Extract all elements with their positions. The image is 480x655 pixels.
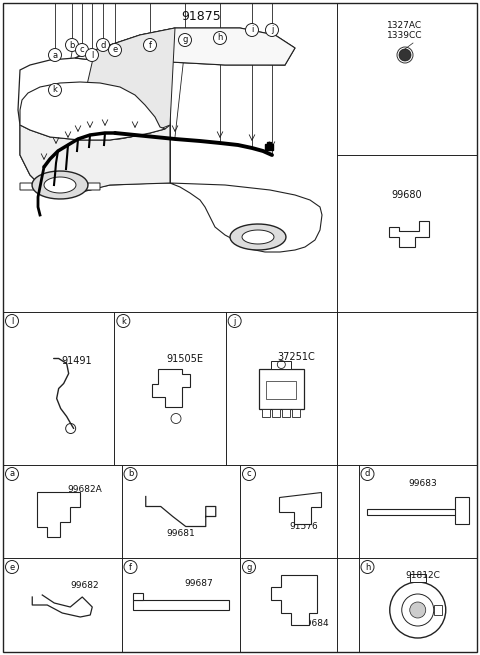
Bar bbox=[265, 144, 273, 150]
Circle shape bbox=[410, 602, 426, 618]
Text: 91505E: 91505E bbox=[167, 354, 204, 364]
Text: j: j bbox=[233, 316, 236, 326]
Bar bbox=[263, 409, 270, 417]
Bar bbox=[271, 360, 291, 369]
Bar bbox=[267, 142, 271, 146]
Circle shape bbox=[242, 468, 255, 481]
Text: d: d bbox=[100, 41, 106, 50]
Bar bbox=[272, 409, 280, 417]
Text: g: g bbox=[246, 563, 252, 572]
Circle shape bbox=[242, 561, 255, 574]
Text: b: b bbox=[69, 41, 75, 50]
Circle shape bbox=[85, 48, 98, 62]
Text: 99682: 99682 bbox=[70, 580, 98, 590]
Polygon shape bbox=[133, 600, 229, 610]
Text: f: f bbox=[148, 41, 152, 50]
Polygon shape bbox=[389, 221, 429, 246]
Polygon shape bbox=[230, 224, 286, 250]
Text: h: h bbox=[365, 563, 370, 572]
Text: 91491: 91491 bbox=[61, 356, 92, 365]
Circle shape bbox=[5, 561, 19, 574]
Circle shape bbox=[65, 39, 79, 52]
Circle shape bbox=[5, 314, 19, 328]
Text: 99687: 99687 bbox=[184, 578, 213, 588]
Circle shape bbox=[179, 33, 192, 47]
Polygon shape bbox=[152, 369, 190, 407]
Text: a: a bbox=[52, 50, 58, 60]
Text: i: i bbox=[251, 26, 253, 35]
Text: 91875: 91875 bbox=[182, 10, 221, 23]
Polygon shape bbox=[32, 171, 88, 199]
Circle shape bbox=[108, 43, 121, 56]
Text: f: f bbox=[129, 563, 132, 572]
Circle shape bbox=[75, 43, 88, 56]
Circle shape bbox=[48, 83, 61, 96]
Text: 99683: 99683 bbox=[408, 479, 437, 487]
Circle shape bbox=[117, 314, 130, 328]
Text: 37251C: 37251C bbox=[277, 352, 315, 362]
Text: l: l bbox=[11, 316, 13, 326]
Polygon shape bbox=[18, 58, 170, 195]
Text: 99680: 99680 bbox=[392, 191, 422, 200]
Polygon shape bbox=[455, 496, 469, 523]
Text: h: h bbox=[217, 33, 223, 43]
Circle shape bbox=[390, 582, 446, 638]
Bar bbox=[282, 409, 290, 417]
Polygon shape bbox=[75, 28, 295, 65]
Polygon shape bbox=[20, 82, 165, 140]
Text: 99682A: 99682A bbox=[67, 485, 102, 494]
Text: 99684: 99684 bbox=[300, 618, 329, 627]
Text: e: e bbox=[112, 45, 118, 54]
Text: b: b bbox=[128, 470, 133, 479]
Polygon shape bbox=[367, 508, 457, 514]
Circle shape bbox=[187, 601, 195, 609]
Circle shape bbox=[265, 24, 278, 37]
Bar bbox=[434, 605, 442, 615]
Circle shape bbox=[228, 314, 241, 328]
Circle shape bbox=[361, 468, 374, 481]
Polygon shape bbox=[75, 28, 295, 65]
Circle shape bbox=[402, 594, 434, 626]
Circle shape bbox=[96, 39, 109, 52]
Text: 91576: 91576 bbox=[290, 522, 319, 531]
Circle shape bbox=[361, 561, 374, 574]
Text: k: k bbox=[53, 86, 58, 94]
Bar bbox=[292, 409, 300, 417]
Polygon shape bbox=[44, 177, 76, 193]
Polygon shape bbox=[170, 183, 322, 252]
Circle shape bbox=[5, 468, 19, 481]
Text: e: e bbox=[10, 563, 14, 572]
Circle shape bbox=[124, 468, 137, 481]
Text: a: a bbox=[10, 470, 14, 479]
Polygon shape bbox=[133, 593, 143, 600]
Polygon shape bbox=[242, 230, 274, 244]
Text: 1339CC: 1339CC bbox=[387, 31, 423, 40]
Text: 99681: 99681 bbox=[167, 529, 195, 538]
Text: g: g bbox=[182, 35, 188, 45]
Circle shape bbox=[144, 39, 156, 52]
Circle shape bbox=[124, 561, 137, 574]
Text: j: j bbox=[271, 26, 273, 35]
Bar bbox=[259, 369, 304, 409]
Polygon shape bbox=[75, 28, 175, 139]
Polygon shape bbox=[20, 183, 100, 194]
Text: k: k bbox=[121, 316, 126, 326]
Polygon shape bbox=[37, 491, 80, 536]
Text: c: c bbox=[247, 470, 252, 479]
Circle shape bbox=[48, 48, 61, 62]
Text: 1327AC: 1327AC bbox=[387, 21, 422, 30]
Polygon shape bbox=[20, 125, 170, 193]
Text: d: d bbox=[365, 470, 370, 479]
Circle shape bbox=[399, 49, 411, 61]
Bar bbox=[410, 574, 426, 582]
Polygon shape bbox=[271, 575, 317, 625]
Circle shape bbox=[214, 31, 227, 45]
Polygon shape bbox=[279, 491, 321, 523]
Text: 91812C: 91812C bbox=[405, 571, 440, 580]
Circle shape bbox=[245, 24, 259, 37]
Bar bbox=[266, 381, 296, 398]
Text: c: c bbox=[80, 45, 84, 54]
Text: l: l bbox=[91, 50, 93, 60]
